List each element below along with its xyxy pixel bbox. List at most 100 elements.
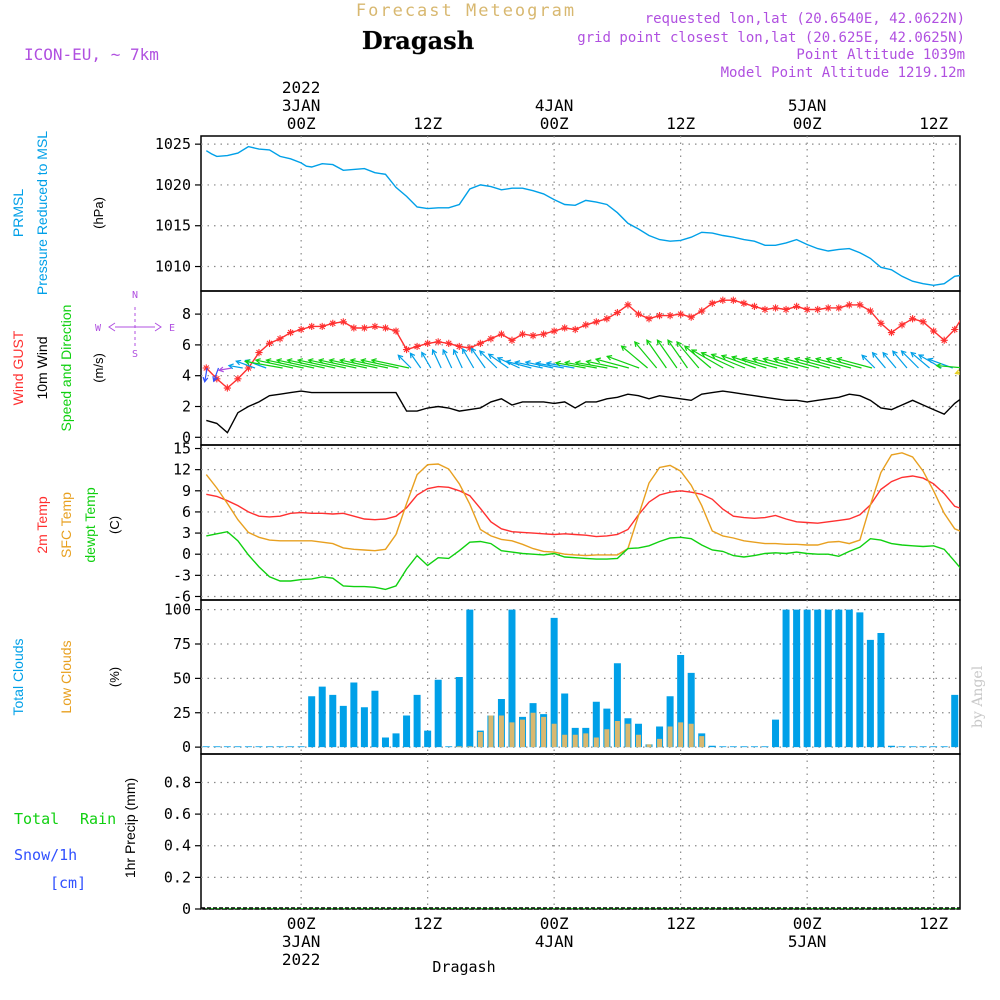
- grid-point-coords: grid point closest lon,lat (20.625E, 42.…: [577, 30, 965, 46]
- gust-marker: [413, 342, 421, 351]
- top-time-label: 3JAN: [282, 96, 321, 115]
- gust-marker: [930, 327, 938, 335]
- wind-arrow: [773, 358, 809, 369]
- wind-arrowhead: [339, 358, 346, 364]
- axis-side-label: 1hr Precip (mm): [122, 778, 138, 878]
- gust-marker: [434, 338, 442, 346]
- gust-marker: [856, 301, 864, 309]
- bar-total: [508, 609, 516, 748]
- bottom-time-label: 4JAN: [535, 932, 574, 951]
- compass-s: S: [132, 349, 138, 360]
- panel-temperature: -6 -3 0 3 6 9 12 15 2m Temp SFC Temp dewpt Temp (C): [34, 440, 961, 605]
- wind-arrow: [409, 352, 422, 369]
- gust-marker: [402, 345, 411, 354]
- gust-marker: [803, 305, 811, 314]
- wind-arrowhead: [656, 339, 663, 346]
- wind-arrowhead: [585, 359, 592, 366]
- y-tick-label: 0.4: [164, 837, 191, 855]
- gust-marker: [529, 332, 537, 340]
- bar-total: [856, 612, 864, 748]
- bottom-time-label: 00Z: [540, 914, 569, 933]
- wind-arrow: [340, 359, 378, 369]
- y-tick-label: 3: [182, 524, 191, 542]
- bar-low: [635, 734, 641, 748]
- y-tick-label: 0: [182, 428, 191, 446]
- wind-arrowhead: [646, 339, 652, 346]
- bar-total: [603, 708, 611, 748]
- wind-arrowhead: [265, 358, 272, 364]
- gust-marker: [255, 349, 263, 357]
- wind-arrow: [763, 358, 799, 369]
- wind-arrowhead: [370, 358, 377, 364]
- wind-arrow: [794, 358, 831, 369]
- gust-marker: [782, 305, 790, 314]
- wind-arrow: [462, 348, 475, 369]
- bar-total: [561, 693, 569, 748]
- compass-arrowheads: [108, 322, 162, 332]
- bar-total: [424, 730, 432, 748]
- wind-arrowhead: [462, 347, 468, 354]
- wind-arrow: [595, 358, 630, 369]
- wind-arrow: [488, 353, 509, 369]
- wind-arrowhead: [605, 355, 613, 361]
- top-time-label: 5JAN: [788, 96, 827, 115]
- panel-data: [202, 296, 960, 434]
- axis-side-label: (%): [107, 667, 122, 687]
- gust-marker: [624, 301, 632, 309]
- gust-marker: [919, 318, 927, 326]
- wind-arrowhead: [804, 356, 811, 363]
- series-line-wind10m: [206, 390, 960, 434]
- gust-marker: [951, 325, 959, 334]
- y-tick-label: 1015: [155, 217, 191, 235]
- model-label: ICON-EU, ~ 7km: [24, 45, 159, 64]
- bar-total: [339, 705, 347, 748]
- panel-frame: [200, 753, 961, 910]
- bar-total: [919, 746, 927, 748]
- product-title: Forecast Meteogram: [356, 1, 576, 21]
- wind-arrowhead: [690, 349, 698, 355]
- bar-total: [814, 609, 822, 748]
- wind-arrowhead: [667, 339, 673, 346]
- bar-low: [699, 736, 705, 748]
- wind-arrow: [218, 367, 232, 371]
- y-tick-label: 0: [182, 545, 191, 563]
- gust-marker: [297, 325, 305, 334]
- bar-total: [940, 746, 948, 748]
- axis-side-label: 2m Temp: [34, 496, 50, 554]
- gust-marker: [603, 315, 611, 323]
- wind-arrow: [892, 350, 908, 369]
- wind-arrow: [816, 358, 852, 369]
- gust-marker: [287, 328, 295, 337]
- wind-arrowhead: [496, 356, 503, 363]
- wind-arrowhead: [720, 354, 727, 360]
- y-tick-label: 0: [182, 738, 191, 756]
- wind-arrow: [442, 349, 453, 369]
- gust-marker: [329, 319, 337, 327]
- panel-data: [202, 609, 959, 748]
- wind-arrowhead: [217, 366, 224, 373]
- bar-low: [583, 733, 589, 748]
- gust-marker: [466, 344, 474, 352]
- axis-side-label: Speed and Direction: [58, 305, 74, 432]
- requested-coords: requested lon,lat (20.6540E, 42.0622N): [645, 11, 965, 27]
- compass-e: E: [169, 323, 175, 334]
- gust-marker: [455, 342, 463, 351]
- bar-total: [793, 609, 801, 748]
- bottom-time-label: 5JAN: [788, 932, 827, 951]
- wind-arrowhead: [431, 348, 438, 355]
- wind-arrowhead: [710, 353, 717, 359]
- bar-total: [455, 677, 463, 748]
- wind-arrowhead: [349, 358, 356, 364]
- wind-arrowhead: [212, 376, 218, 383]
- y-tick-label: 9: [182, 482, 191, 500]
- gust-marker: [898, 321, 906, 329]
- wind-arrow: [731, 356, 767, 369]
- wind-arrow: [297, 359, 336, 369]
- gust-marker: [550, 327, 558, 335]
- wind-arrow: [955, 371, 960, 375]
- y-tick-label: 6: [182, 336, 191, 354]
- wind-arrowhead: [836, 356, 843, 363]
- point-altitude: Point Altitude 1039m: [796, 47, 965, 63]
- bar-low: [541, 716, 547, 748]
